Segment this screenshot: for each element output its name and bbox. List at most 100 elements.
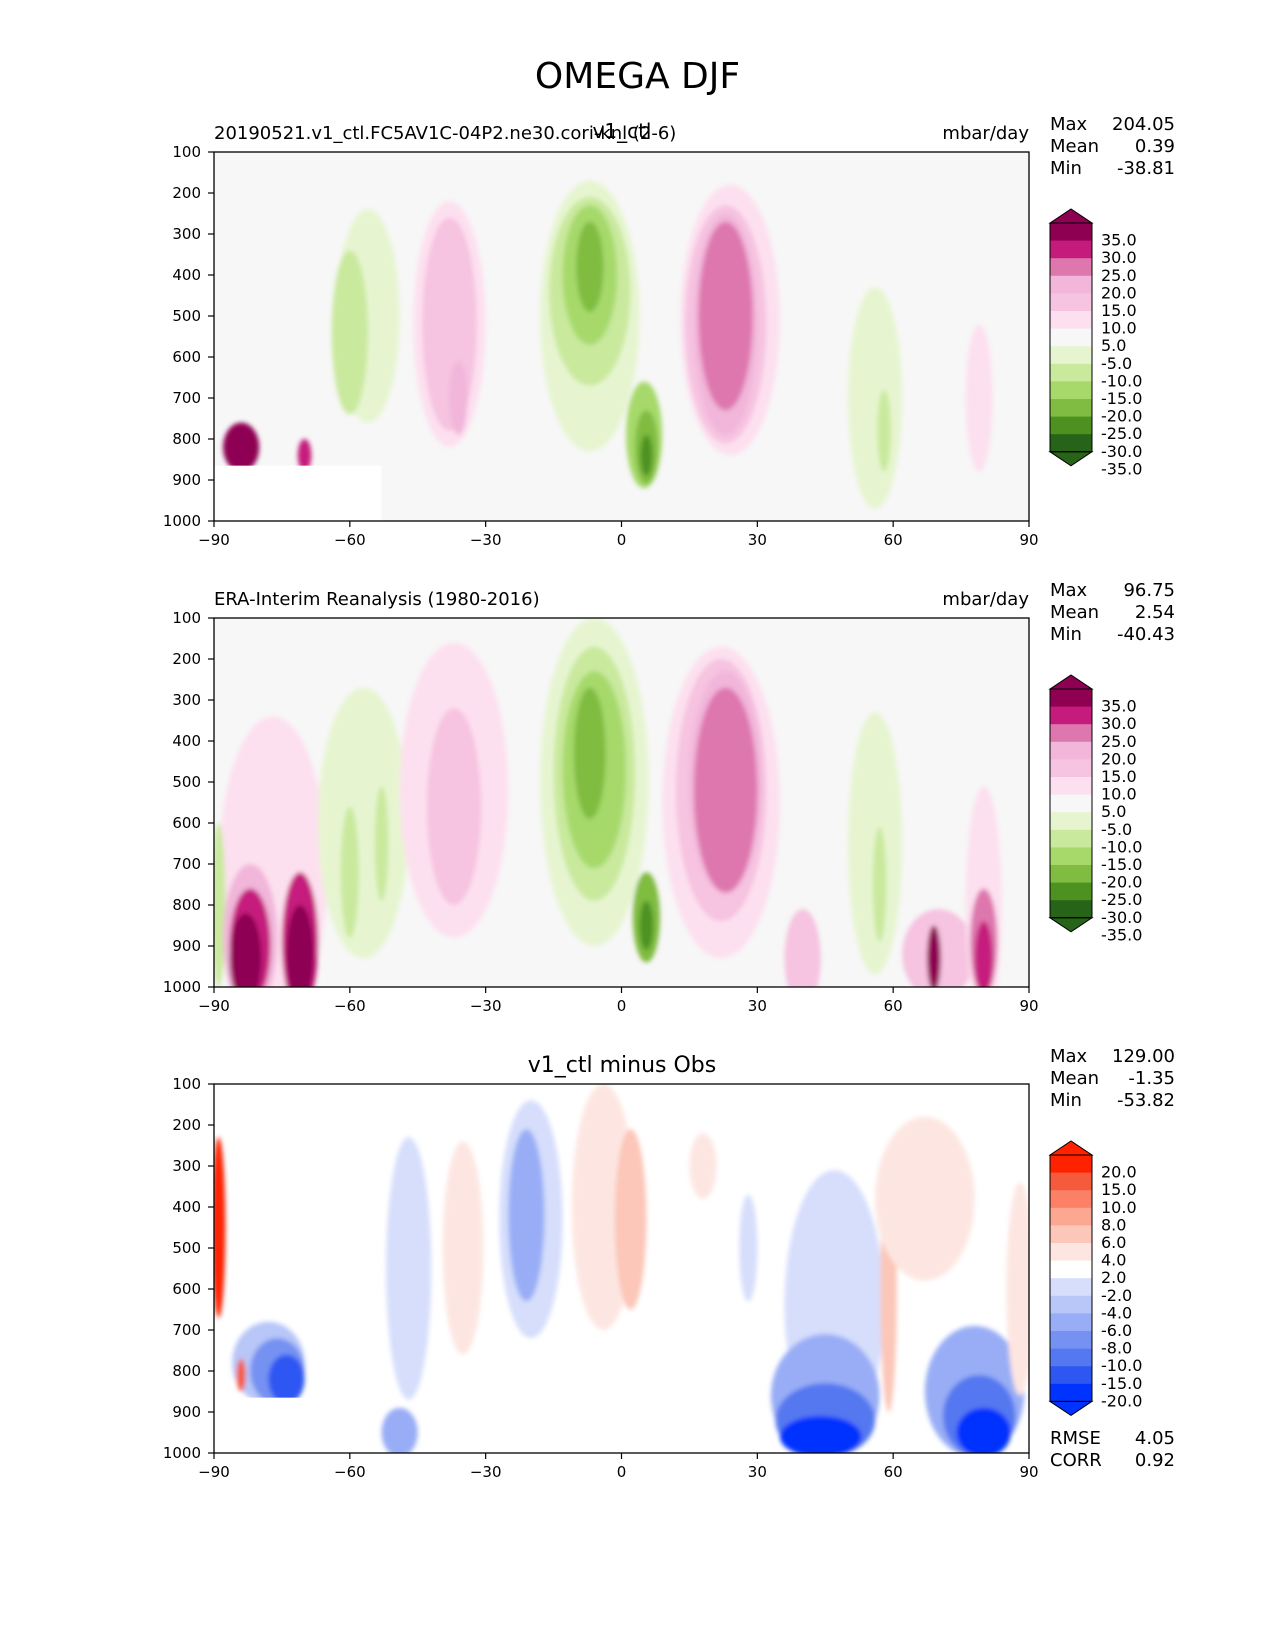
panel-middle-colorbar: 35.030.025.020.015.010.05.0-5.0-10.0-15.… [1048,674,1142,944]
colorbar-swatch [1050,794,1092,813]
contour-blob [875,1116,975,1281]
y-tick-label: 400 [172,732,201,750]
stat-label: Max [1050,1046,1088,1067]
panel-bottom-colorbar: 20.015.010.08.06.04.02.0-2.0-4.0-6.0-8.0… [1048,1140,1142,1417]
x-tick-label: −30 [470,531,502,549]
y-tick-label: 700 [172,1321,201,1339]
colorbar-label: 35.0 [1101,697,1137,716]
colorbar-swatch [1050,293,1092,312]
stat-value: 0.39 [1135,136,1175,157]
y-tick-label: 800 [172,430,201,448]
x-tick-label: −30 [470,997,502,1015]
colorbar-swatch [1050,1348,1092,1367]
colorbar-extend-max [1048,1140,1094,1156]
contour-blob [426,708,482,905]
panel-top-colorbar: 35.030.025.020.015.010.05.0-5.0-10.0-15.… [1048,208,1142,478]
colorbar-label: 8.0 [1101,1215,1126,1234]
y-tick-label: 1000 [163,512,201,530]
colorbar-swatch [1050,829,1092,848]
contour-blob [739,1194,758,1302]
contour-blob [698,221,753,411]
panel-middle-stats: Max 96.75 Mean 2.54 Min -40.43 [1050,580,1175,645]
colorbar-label: 15.0 [1101,1180,1137,1199]
colorbar-swatch [1050,741,1092,760]
y-tick-label: 200 [172,650,201,668]
contour-blob [693,687,758,893]
colorbar-frame [1049,222,1093,453]
y-tick-label: 900 [172,937,201,955]
y-tick-label: 700 [172,389,201,407]
panel-top-plot: −90 −60 −30 0 30 60 90 100 200 300 400 500 600 700 800… [163,143,1039,549]
colorbar-swatch [1050,1260,1092,1279]
x-tick-label: 0 [617,997,627,1015]
contour-blob [381,1407,418,1453]
colorbar-label: 20.0 [1101,1163,1137,1182]
contour-blob [236,1358,246,1392]
stat-value: -40.43 [1117,624,1175,645]
contour-blob [779,1416,862,1453]
stat-label: Mean [1050,602,1099,623]
colorbar-swatch [1050,1366,1092,1385]
colorbar-label: -20.0 [1101,1391,1142,1410]
stat-extra-label: RMSE [1050,1428,1101,1449]
colorbar-swatch [1050,1313,1092,1332]
colorbar-label: 20.0 [1101,749,1137,768]
y-tick-label: 900 [172,471,201,489]
y-tick-label: 500 [172,773,201,791]
y-tick-label: 100 [172,1075,201,1093]
colorbar-label: -5.0 [1101,820,1132,839]
colorbar-swatch [1050,865,1092,883]
colorbar-extend-max [1048,208,1094,224]
stat-extra-value: 0.92 [1135,1450,1175,1471]
stat-value: 2.54 [1135,602,1175,623]
y-tick-label: 600 [172,348,201,366]
stat-value: -1.35 [1128,1068,1175,1089]
contour-blob [331,250,368,415]
panel-bottom-title: v1_ctl minus Obs [528,1053,716,1078]
colorbar-swatch [1050,1155,1092,1173]
y-tick-label: 900 [172,1403,201,1421]
panel-middle: ERA-Interim Reanalysis (1980-2016) mbar/… [163,580,1175,1015]
panel-middle-plot: −90 −60 −30 0 30 60 90 100 200 300 400 500 600 700 800… [163,609,1039,1015]
colorbar-label: -2.0 [1101,1286,1132,1305]
colorbar-swatch [1050,1190,1092,1209]
figure-title: OMEGA DJF [534,56,741,97]
colorbar-label: -25.0 [1101,890,1142,909]
colorbar-label: 30.0 [1101,248,1137,267]
contour-blob [872,827,887,942]
colorbar-swatch [1050,1207,1092,1226]
colorbar-extend-max [1048,674,1094,690]
colorbar-label: 10.0 [1101,785,1137,804]
colorbar-label: 5.0 [1101,802,1126,821]
stat-extra-label: CORR [1050,1450,1102,1471]
colorbar-swatch [1050,223,1092,241]
x-tick-label: −90 [198,997,230,1015]
colorbar-label: 15.0 [1101,767,1137,786]
panel-top: v1_ctl 20190521.v1_ctl.FC5AV1C-04P2.ne30… [163,114,1175,549]
colorbar-swatch [1050,724,1092,743]
contour-blob [974,921,993,987]
contour-blob [614,1129,647,1310]
y-tick-label: 500 [172,1239,201,1257]
colorbar-swatch [1050,777,1092,795]
colorbar-label: -15.0 [1101,1374,1142,1393]
contour-blob [214,823,226,987]
contour-blob [573,687,606,819]
x-tick-label: 90 [1019,997,1038,1015]
stat-label: Mean [1050,136,1099,157]
x-tick-label: −90 [198,531,230,549]
x-tick-label: −30 [470,1463,502,1481]
contour-blob [340,806,359,938]
x-tick-label: 30 [748,531,767,549]
x-tick-label: −60 [334,1463,366,1481]
panel-bottom: v1_ctl minus Obs −90 −60 −30 0 30 60 90 100 200 3… [163,1046,1175,1481]
contour-blob [386,1137,432,1400]
contour-blob [847,287,903,509]
colorbar-extend-min [1048,1400,1094,1417]
colorbar-label: -30.0 [1101,908,1142,927]
colorbar-swatch [1050,416,1092,435]
x-tick-label: 90 [1019,1463,1038,1481]
missing-data-mask [214,1397,377,1453]
x-tick-label: 60 [884,531,903,549]
colorbar-label: -20.0 [1101,407,1142,426]
